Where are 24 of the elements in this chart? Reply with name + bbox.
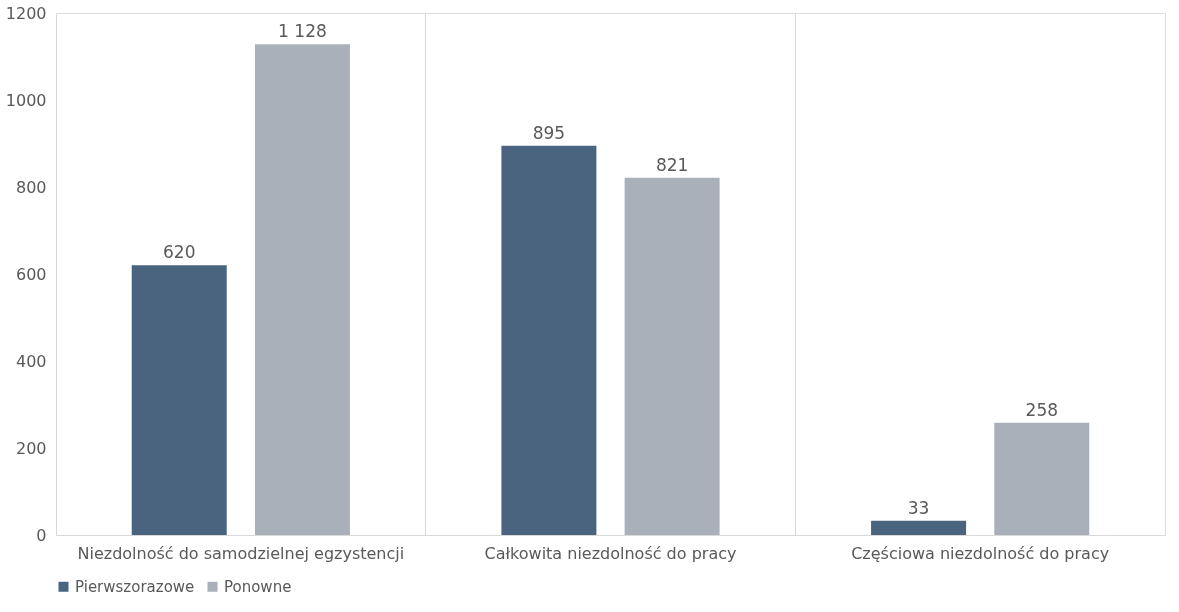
- y-tick-label: 1200: [5, 3, 47, 23]
- bar: [994, 422, 1090, 535]
- y-tick-label: 1000: [5, 90, 47, 110]
- bar: [501, 145, 597, 535]
- data-label: 895: [532, 122, 566, 143]
- y-tick-label: 200: [15, 438, 47, 458]
- data-label: 821: [655, 154, 689, 175]
- bar: [624, 177, 720, 535]
- legend-label: Ponowne: [224, 577, 292, 596]
- data-label: 258: [1025, 399, 1058, 420]
- bar: [871, 520, 967, 535]
- x-tick-label: Całkowita niezdolność do pracy: [484, 543, 737, 563]
- y-tick-label: 800: [15, 177, 47, 197]
- data-label: 1 128: [278, 21, 327, 42]
- y-tick-label: 600: [15, 264, 47, 284]
- x-tick-label: Częściowa niezdolność do pracy: [851, 543, 1110, 563]
- data-label: 33: [907, 497, 930, 518]
- y-tick-label: 400: [15, 351, 47, 371]
- bar: [131, 265, 227, 535]
- y-tick-label: 0: [36, 525, 47, 545]
- data-label: 620: [163, 242, 196, 263]
- bar: [254, 44, 350, 535]
- x-tick-label: Niezdolność do samodzielnej egzystencji: [77, 543, 405, 563]
- legend-label: Pierwszorazowe: [75, 577, 195, 596]
